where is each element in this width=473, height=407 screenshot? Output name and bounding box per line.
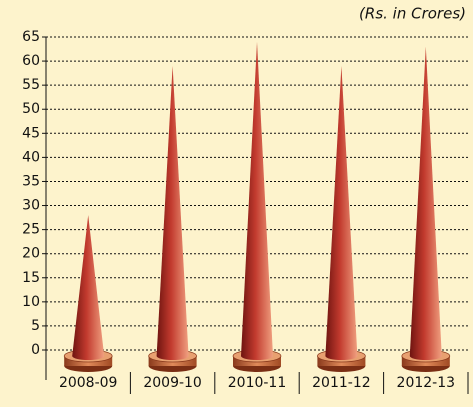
y-tick-label: 35 xyxy=(22,173,40,189)
y-tick-label: 50 xyxy=(22,101,40,117)
y-tick-label: 25 xyxy=(22,222,40,238)
y-tick-label: 60 xyxy=(22,53,40,69)
x-tick-label: 2008-09 xyxy=(59,375,118,391)
cone xyxy=(157,66,189,360)
cone xyxy=(241,42,273,360)
chart: (Rs. in Crores) 0 5 10 15 20 25 30 35 40 45 50 55 60… xyxy=(0,0,473,407)
x-tick-label: 2010-11 xyxy=(228,375,287,391)
unit-note: (Rs. in Crores) xyxy=(359,5,466,23)
cone xyxy=(410,47,442,360)
y-tick-label: 40 xyxy=(22,149,40,165)
y-tick-label: 0 xyxy=(31,342,40,358)
x-tick-label: 2012-13 xyxy=(397,375,456,391)
y-tick-label: 55 xyxy=(22,77,40,93)
cone xyxy=(72,215,104,360)
x-tick-label: 2011-12 xyxy=(312,375,371,391)
page: {"chart_data": {"type": "bar", "annotati… xyxy=(0,0,473,407)
y-tick-label: 30 xyxy=(22,198,40,214)
cone xyxy=(325,66,357,360)
y-tick-label: 5 xyxy=(31,318,40,334)
y-tick-label: 45 xyxy=(22,125,40,141)
y-tick-label: 20 xyxy=(22,246,40,262)
y-tick-label: 15 xyxy=(22,270,40,286)
y-tick-label: 10 xyxy=(22,294,40,310)
y-tick-label: 65 xyxy=(22,29,40,45)
x-tick-label: 2009-10 xyxy=(143,375,202,391)
